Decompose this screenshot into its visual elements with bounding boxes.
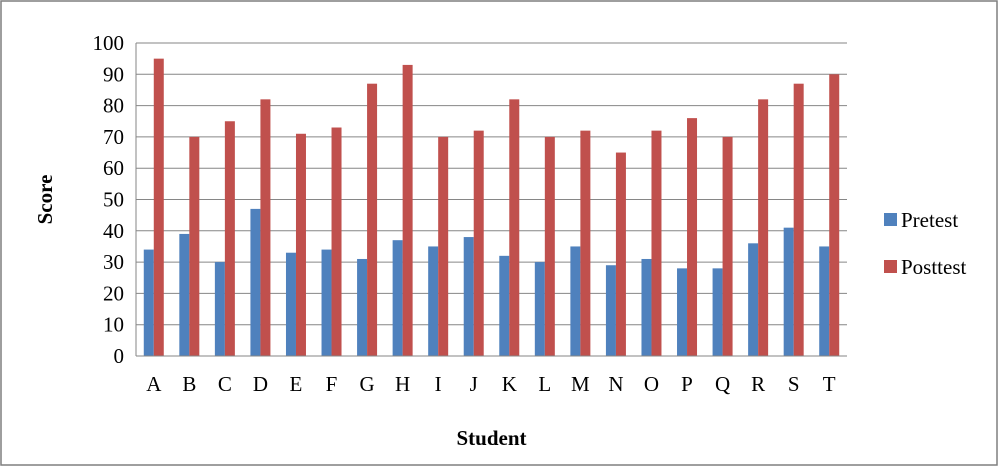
bar-pretest-r (748, 243, 759, 356)
bar-posttest-l (544, 136, 555, 356)
x-tick-label: E (290, 372, 303, 396)
y-tick-label: 60 (103, 156, 124, 180)
bar-posttest-d (260, 99, 271, 356)
legend-label-pretest: Pretest (901, 208, 958, 232)
bars (143, 58, 840, 357)
bar-posttest-n (615, 152, 626, 356)
bar-posttest-r (758, 99, 769, 356)
x-tick-label: R (751, 372, 765, 396)
bar-pretest-n (605, 265, 616, 356)
bar-posttest-g (367, 83, 378, 356)
y-tick-label: 30 (103, 250, 124, 274)
bar-posttest-i (438, 136, 449, 356)
bar-pretest-l (534, 262, 545, 356)
y-tick-label: 20 (103, 281, 124, 305)
bar-pretest-k (499, 255, 510, 356)
y-tick-label: 50 (103, 188, 124, 212)
bar-posttest-k (509, 99, 520, 356)
x-tick-label: D (253, 372, 268, 396)
y-tick-label: 40 (103, 219, 124, 243)
x-tick-label: S (788, 372, 800, 396)
x-tick-label: A (146, 372, 162, 396)
bar-pretest-q (712, 268, 723, 356)
x-tick-label: H (395, 372, 410, 396)
bar-posttest-s (793, 83, 804, 356)
bar-posttest-q (722, 136, 733, 356)
y-tick-label: 0 (114, 344, 125, 368)
axes (135, 43, 847, 357)
x-tick-label: F (326, 372, 338, 396)
bar-pretest-p (677, 268, 688, 356)
bar-posttest-o (651, 130, 662, 356)
y-tick-label: 80 (103, 94, 124, 118)
bar-pretest-s (783, 227, 794, 356)
bar-posttest-f (331, 127, 342, 356)
bar-pretest-i (428, 246, 439, 356)
x-tick-label: C (218, 372, 232, 396)
bar-pretest-h (392, 240, 403, 356)
y-axis-title: Score (33, 175, 57, 225)
y-tick-label: 70 (103, 125, 124, 149)
x-tick-label: M (571, 372, 590, 396)
legend-label-posttest: Posttest (901, 255, 967, 279)
x-tick-label: P (681, 372, 693, 396)
bar-posttest-t (829, 74, 840, 357)
bar-pretest-a (143, 249, 154, 356)
y-tick-label: 10 (103, 313, 124, 337)
bar-posttest-a (153, 58, 164, 357)
bar-pretest-g (357, 258, 368, 356)
x-axis-title: Student (456, 426, 526, 450)
bar-pretest-t (819, 246, 830, 356)
bar-posttest-p (687, 118, 698, 357)
x-tick-label: B (182, 372, 196, 396)
x-tick-label: Q (715, 372, 730, 396)
y-tick-labels: 0 10 20 30 40 50 60 70 80 90 100 (93, 31, 125, 368)
bar-posttest-b (189, 136, 200, 356)
x-tick-label: O (644, 372, 659, 396)
legend: Pretest Posttest (884, 208, 967, 279)
bar-pretest-m (570, 246, 581, 356)
bar-pretest-b (179, 233, 190, 356)
bar-pretest-d (250, 208, 261, 356)
x-tick-label: I (435, 372, 442, 396)
bar-pretest-c (214, 262, 225, 356)
x-tick-label: J (470, 372, 478, 396)
bar-pretest-f (321, 249, 332, 356)
x-tick-label: K (502, 372, 517, 396)
x-tick-label: L (538, 372, 551, 396)
x-tick-label: N (608, 372, 623, 396)
bar-posttest-h (402, 64, 413, 356)
bar-posttest-e (295, 133, 306, 356)
bar-posttest-m (580, 130, 591, 356)
x-tick-label: G (359, 372, 374, 396)
bar-posttest-j (473, 130, 484, 356)
bar-pretest-j (463, 237, 474, 356)
bar-posttest-c (224, 121, 235, 356)
x-tick-label: T (823, 372, 836, 396)
legend-swatch-pretest (884, 213, 897, 226)
legend-swatch-posttest (884, 260, 897, 273)
bar-pretest-o (641, 258, 652, 356)
bar-pretest-e (285, 252, 296, 356)
y-tick-label: 100 (93, 31, 125, 55)
y-tick-label: 90 (103, 62, 124, 86)
